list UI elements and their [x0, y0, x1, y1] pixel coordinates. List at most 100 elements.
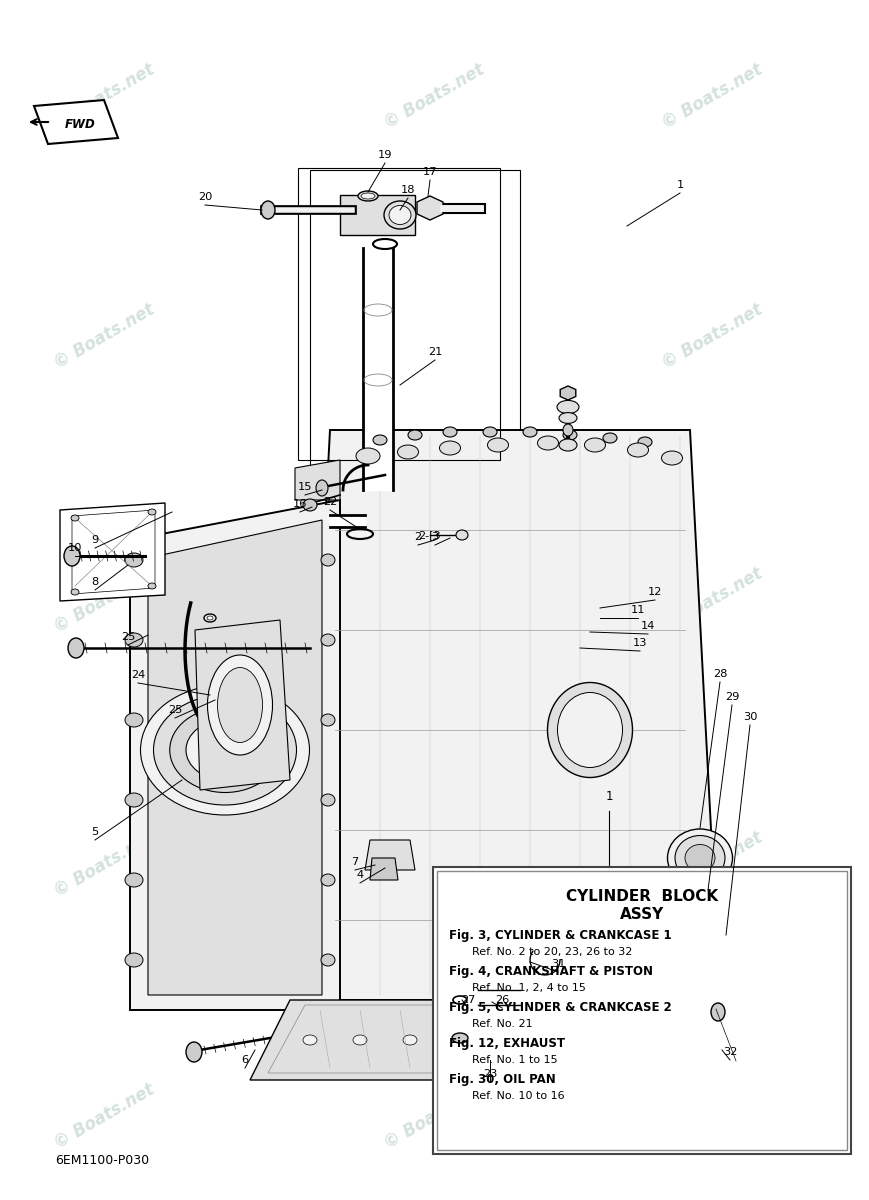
- Text: © Boats.net: © Boats.net: [660, 1080, 766, 1152]
- Ellipse shape: [502, 953, 527, 967]
- Text: 22: 22: [323, 497, 337, 506]
- Ellipse shape: [353, 1034, 367, 1045]
- Text: 10: 10: [68, 542, 83, 553]
- Polygon shape: [365, 840, 415, 870]
- Polygon shape: [340, 194, 415, 235]
- Ellipse shape: [321, 874, 335, 886]
- Text: 31: 31: [551, 959, 565, 970]
- Polygon shape: [417, 196, 443, 220]
- Ellipse shape: [71, 515, 79, 521]
- Text: Fig. 4, CRANKSHAFT & PISTON: Fig. 4, CRANKSHAFT & PISTON: [449, 965, 653, 978]
- Ellipse shape: [148, 583, 156, 589]
- Text: Ref. No. 2 to 20, 23, 26 to 32: Ref. No. 2 to 20, 23, 26 to 32: [472, 947, 633, 958]
- Ellipse shape: [452, 1033, 468, 1043]
- Ellipse shape: [667, 829, 733, 887]
- Text: 26: 26: [494, 995, 509, 1006]
- Ellipse shape: [685, 845, 715, 871]
- Ellipse shape: [638, 437, 652, 446]
- Ellipse shape: [585, 438, 606, 452]
- Text: © Boats.net: © Boats.net: [51, 300, 157, 372]
- Ellipse shape: [384, 200, 416, 229]
- Text: 23: 23: [483, 1069, 497, 1079]
- Polygon shape: [148, 520, 322, 995]
- Text: 9: 9: [91, 535, 98, 545]
- Ellipse shape: [261, 200, 275, 218]
- Text: Ref. No. 21: Ref. No. 21: [472, 1019, 533, 1030]
- Text: 25: 25: [121, 632, 136, 642]
- Text: 4: 4: [356, 870, 363, 880]
- Ellipse shape: [125, 634, 143, 647]
- Ellipse shape: [373, 434, 387, 445]
- Ellipse shape: [563, 424, 573, 436]
- Ellipse shape: [186, 1042, 202, 1062]
- Text: © Boats.net: © Boats.net: [381, 564, 488, 636]
- Ellipse shape: [547, 683, 633, 778]
- Text: 19: 19: [378, 150, 392, 160]
- Ellipse shape: [321, 634, 335, 646]
- Ellipse shape: [125, 953, 143, 967]
- Text: © Boats.net: © Boats.net: [660, 564, 766, 636]
- Text: © Boats.net: © Boats.net: [381, 60, 488, 132]
- Ellipse shape: [538, 436, 559, 450]
- Ellipse shape: [553, 1034, 567, 1045]
- Text: Fig. 5, CYLINDER & CRANKCASE 2: Fig. 5, CYLINDER & CRANKCASE 2: [449, 1001, 672, 1014]
- Text: 11: 11: [631, 605, 646, 614]
- Ellipse shape: [627, 443, 648, 457]
- Ellipse shape: [681, 955, 719, 985]
- Text: 12: 12: [647, 587, 662, 596]
- Bar: [437, 871, 847, 1150]
- Bar: [452, 1000, 468, 1038]
- Text: 1: 1: [606, 790, 614, 803]
- Text: 15: 15: [298, 482, 312, 492]
- Ellipse shape: [316, 480, 328, 496]
- Ellipse shape: [321, 954, 335, 966]
- Text: Ref. No. 1, 2, 4 to 15: Ref. No. 1, 2, 4 to 15: [472, 983, 586, 994]
- Ellipse shape: [563, 430, 577, 440]
- Polygon shape: [130, 500, 340, 1010]
- Text: 2: 2: [415, 532, 421, 542]
- Text: FWD: FWD: [64, 118, 96, 131]
- Polygon shape: [60, 503, 165, 601]
- Ellipse shape: [408, 430, 422, 440]
- Ellipse shape: [186, 720, 264, 780]
- Ellipse shape: [125, 713, 143, 727]
- Ellipse shape: [217, 667, 262, 743]
- Ellipse shape: [403, 1034, 417, 1045]
- Ellipse shape: [125, 553, 143, 566]
- Text: 30: 30: [743, 712, 757, 722]
- Text: © Boats.net: © Boats.net: [381, 300, 488, 372]
- Ellipse shape: [141, 685, 309, 815]
- Ellipse shape: [559, 439, 577, 451]
- Ellipse shape: [397, 445, 419, 458]
- Text: Ref. No. 10 to 16: Ref. No. 10 to 16: [472, 1091, 565, 1102]
- Text: 13: 13: [633, 638, 647, 648]
- Text: Fig. 30, OIL PAN: Fig. 30, OIL PAN: [449, 1073, 556, 1086]
- Ellipse shape: [64, 546, 80, 566]
- Text: © Boats.net: © Boats.net: [51, 1080, 157, 1152]
- Polygon shape: [310, 170, 520, 580]
- Ellipse shape: [303, 499, 317, 511]
- Ellipse shape: [389, 205, 411, 224]
- Ellipse shape: [204, 614, 216, 622]
- Text: 21: 21: [428, 347, 442, 358]
- Ellipse shape: [148, 509, 156, 515]
- Text: 18: 18: [401, 185, 415, 194]
- Text: 1: 1: [676, 180, 684, 190]
- Ellipse shape: [557, 401, 579, 414]
- Ellipse shape: [456, 530, 468, 540]
- Text: 17: 17: [422, 167, 437, 176]
- Text: © Boats.net: © Boats.net: [660, 60, 766, 132]
- Polygon shape: [295, 460, 340, 500]
- Ellipse shape: [169, 708, 280, 792]
- Text: 25: 25: [168, 704, 182, 715]
- Text: © Boats.net: © Boats.net: [381, 828, 488, 900]
- Ellipse shape: [523, 427, 537, 437]
- Text: 28: 28: [713, 670, 727, 679]
- Ellipse shape: [321, 714, 335, 726]
- Ellipse shape: [125, 793, 143, 806]
- Ellipse shape: [673, 949, 727, 991]
- Text: 16: 16: [293, 499, 307, 509]
- Text: Ref. No. 1 to 15: Ref. No. 1 to 15: [472, 1055, 558, 1066]
- Polygon shape: [300, 430, 720, 1000]
- Polygon shape: [684, 890, 716, 935]
